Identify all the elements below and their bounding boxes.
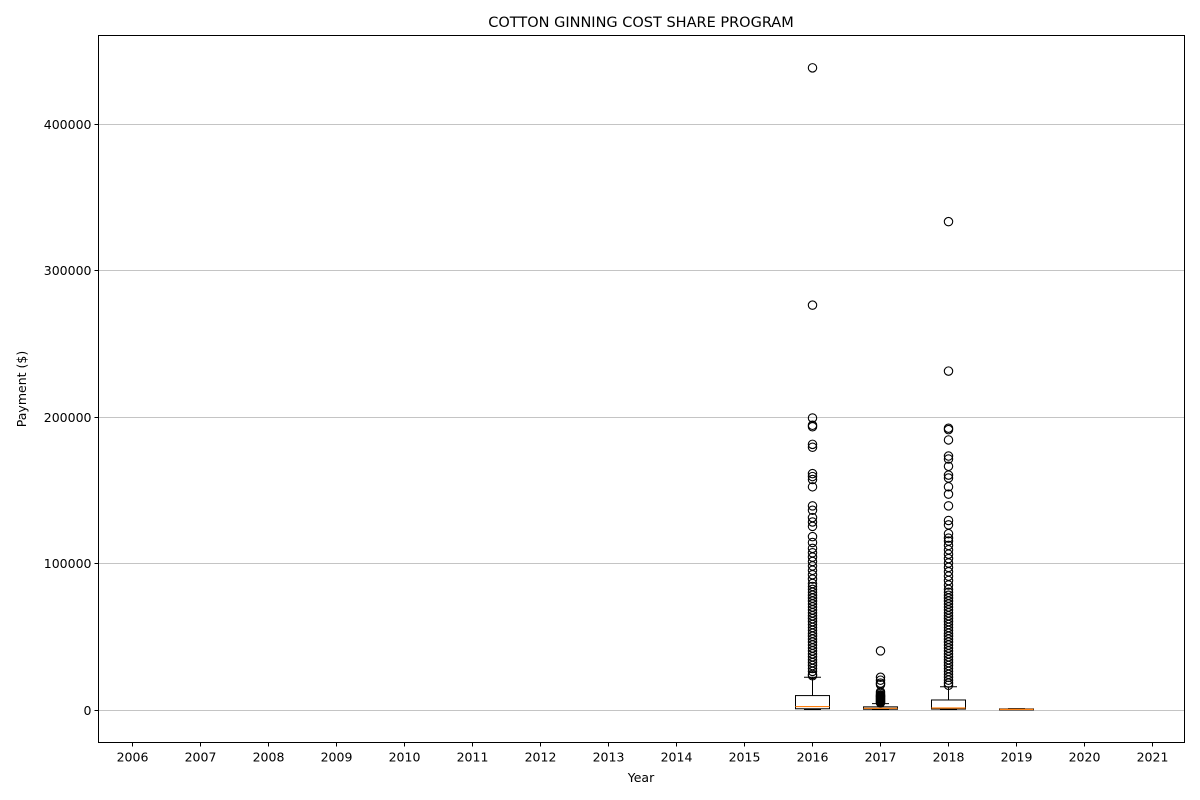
outlier-point <box>807 666 818 677</box>
outlier-point <box>807 474 818 485</box>
outlier-point <box>807 442 818 453</box>
axes-frame <box>98 35 1185 743</box>
outlier-point <box>943 528 954 539</box>
box-2019 <box>999 708 1034 711</box>
outlier-point <box>943 216 954 227</box>
y-tick-label: 400000 <box>44 117 92 132</box>
x-tick-label: 2019 <box>1001 750 1033 765</box>
outlier-point <box>943 533 954 543</box>
outlier-point <box>943 470 954 480</box>
outlier-point <box>875 698 886 708</box>
outlier-point <box>943 482 954 492</box>
y-tick-label: 300000 <box>44 263 92 278</box>
x-tick-label: 2015 <box>729 750 761 765</box>
x-tick-label: 2016 <box>797 750 829 765</box>
x-tick-label: 2008 <box>253 750 285 765</box>
x-tick-label: 2018 <box>933 750 965 765</box>
outlier-point <box>943 424 954 435</box>
x-axis: 2006 2007 2008 2009 2010 2011 2012 2013 2014 2015… <box>117 742 1169 765</box>
y-gridlines <box>98 124 1185 711</box>
outlier-point <box>875 672 886 683</box>
outlier-point <box>943 501 954 511</box>
x-tick-label: 2017 <box>865 750 897 765</box>
box-2018 <box>931 216 966 710</box>
y-tick-label: 200000 <box>44 410 92 425</box>
outlier-point <box>807 537 818 548</box>
x-axis-label: Year <box>627 770 655 785</box>
outlier-point <box>807 531 818 542</box>
outlier-point <box>807 663 818 674</box>
outlier-point <box>807 468 818 479</box>
x-tick-label: 2007 <box>185 750 217 765</box>
outlier-point <box>943 675 954 685</box>
x-tick-label: 2014 <box>661 750 693 765</box>
outlier-point <box>807 63 818 73</box>
y-tick-label: 0 <box>84 703 92 718</box>
outlier-point <box>807 439 818 450</box>
box-2017 <box>863 646 898 710</box>
plot-area <box>795 63 1034 711</box>
x-tick-label: 2006 <box>117 750 149 765</box>
iqr-box <box>795 695 830 710</box>
outlier-point <box>943 580 954 590</box>
x-tick-label: 2020 <box>1069 750 1101 765</box>
outlier-point <box>943 366 954 376</box>
box-2016 <box>795 63 830 710</box>
outlier-point <box>807 671 818 681</box>
chart-title: COTTON GINNING COST SHARE PROGRAM <box>488 15 794 31</box>
x-tick-label: 2010 <box>389 750 421 765</box>
outlier-point <box>943 680 954 691</box>
outlier-point <box>807 300 818 310</box>
outlier-point <box>807 505 818 516</box>
x-tick-label: 2013 <box>593 750 625 765</box>
x-tick-label: 2009 <box>321 750 353 765</box>
outlier-point <box>943 435 954 445</box>
outlier-point <box>875 646 886 656</box>
outlier-point <box>807 574 818 584</box>
outlier-point <box>807 517 818 527</box>
y-axis-label: Payment ($) <box>14 351 29 427</box>
x-tick-label: 2021 <box>1137 750 1169 765</box>
outlier-point <box>807 501 818 511</box>
outlier-point <box>943 489 954 499</box>
outlier-point <box>943 451 954 461</box>
y-tick-label: 100000 <box>44 556 92 571</box>
x-tick-label: 2012 <box>525 750 557 765</box>
outlier-point <box>943 515 954 526</box>
outlier-point <box>807 471 818 482</box>
x-tick-label: 2011 <box>457 750 489 765</box>
outlier-point <box>943 454 954 464</box>
outlier-point <box>875 675 886 685</box>
y-axis: 0 100000 200000 300000 400000 <box>44 117 99 718</box>
outlier-point <box>807 521 818 532</box>
outlier-point <box>807 482 818 492</box>
outlier-point <box>807 422 818 432</box>
iqr-box <box>931 699 966 710</box>
